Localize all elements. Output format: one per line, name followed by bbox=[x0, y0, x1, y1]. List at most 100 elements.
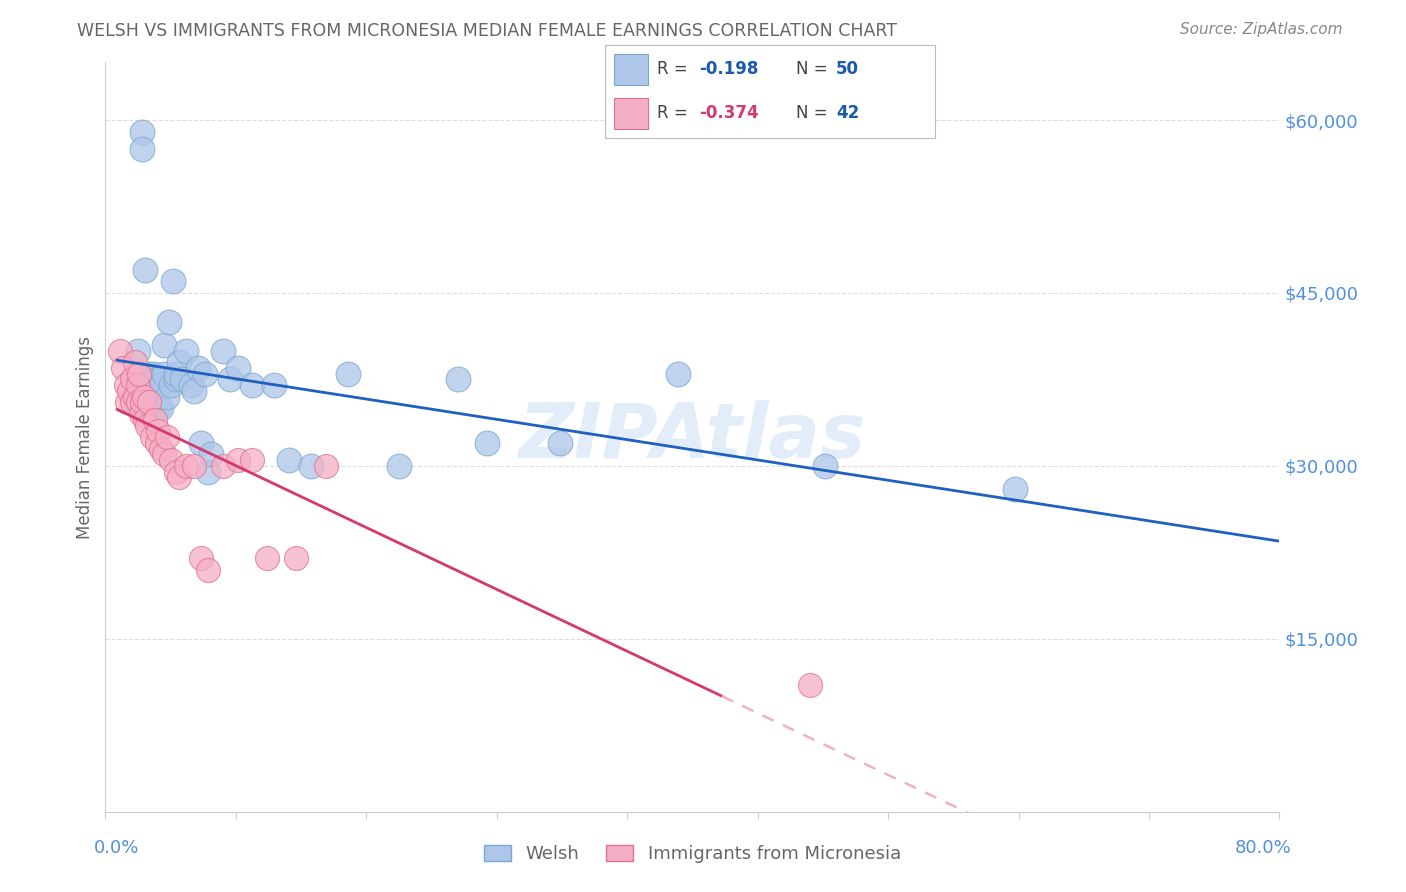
Point bbox=[143, 413, 166, 427]
Y-axis label: Median Female Earnings: Median Female Earnings bbox=[76, 335, 94, 539]
Text: 50: 50 bbox=[835, 61, 859, 78]
Text: WELSH VS IMMIGRANTS FROM MICRONESIA MEDIAN FEMALE EARNINGS CORRELATION CHART: WELSH VS IMMIGRANTS FROM MICRONESIA MEDI… bbox=[77, 22, 897, 40]
Point bbox=[150, 401, 173, 416]
Point bbox=[146, 435, 169, 450]
Point bbox=[183, 384, 205, 398]
Point bbox=[187, 360, 209, 375]
Point bbox=[150, 378, 173, 392]
Point bbox=[200, 447, 222, 461]
Point bbox=[127, 378, 149, 392]
Point bbox=[197, 563, 219, 577]
Point bbox=[162, 275, 184, 289]
Text: 80.0%: 80.0% bbox=[1234, 839, 1291, 857]
Point bbox=[666, 367, 689, 381]
Text: N =: N = bbox=[796, 104, 834, 122]
Point bbox=[190, 435, 212, 450]
Point bbox=[165, 372, 187, 386]
Point bbox=[141, 390, 163, 404]
Point bbox=[108, 343, 131, 358]
Point bbox=[150, 442, 173, 456]
Point bbox=[141, 430, 163, 444]
Point bbox=[174, 458, 197, 473]
Point bbox=[138, 367, 160, 381]
Point bbox=[138, 384, 160, 398]
Point bbox=[156, 430, 179, 444]
Point bbox=[170, 372, 193, 386]
Point bbox=[277, 453, 299, 467]
Point bbox=[139, 378, 162, 392]
Point bbox=[135, 418, 157, 433]
Point bbox=[180, 378, 202, 392]
Point bbox=[813, 458, 835, 473]
Point bbox=[134, 263, 156, 277]
Point bbox=[157, 315, 180, 329]
Point bbox=[160, 378, 183, 392]
Point bbox=[447, 372, 470, 386]
Point bbox=[125, 367, 148, 381]
Point bbox=[153, 447, 176, 461]
Point bbox=[121, 372, 143, 386]
Point bbox=[153, 338, 176, 352]
Point bbox=[263, 378, 285, 392]
Text: ZIPAtlas: ZIPAtlas bbox=[519, 401, 866, 474]
Point bbox=[240, 378, 263, 392]
Text: -0.374: -0.374 bbox=[699, 104, 758, 122]
Point bbox=[125, 395, 148, 409]
Point bbox=[128, 367, 150, 381]
Point bbox=[127, 343, 149, 358]
Text: N =: N = bbox=[796, 61, 834, 78]
Legend: Welsh, Immigrants from Micronesia: Welsh, Immigrants from Micronesia bbox=[477, 838, 908, 870]
Point bbox=[138, 395, 160, 409]
Point bbox=[183, 458, 205, 473]
Point bbox=[226, 453, 249, 467]
Point bbox=[165, 367, 187, 381]
Point bbox=[226, 360, 249, 375]
Text: R =: R = bbox=[658, 61, 693, 78]
Bar bbox=[614, 98, 648, 129]
Point bbox=[131, 142, 153, 156]
Point bbox=[112, 360, 135, 375]
Point bbox=[115, 378, 138, 392]
Point bbox=[134, 413, 156, 427]
Point bbox=[124, 390, 146, 404]
Point bbox=[135, 378, 157, 392]
Text: R =: R = bbox=[658, 104, 693, 122]
Point bbox=[1004, 482, 1026, 496]
Point bbox=[165, 465, 187, 479]
Point bbox=[160, 453, 183, 467]
Point bbox=[211, 343, 233, 358]
Point bbox=[799, 678, 821, 692]
Text: -0.198: -0.198 bbox=[699, 61, 758, 78]
Point bbox=[148, 401, 170, 416]
Point bbox=[219, 372, 242, 386]
Point bbox=[131, 125, 153, 139]
Point bbox=[388, 458, 411, 473]
Text: 0.0%: 0.0% bbox=[94, 839, 139, 857]
Point bbox=[146, 372, 169, 386]
Point bbox=[167, 355, 190, 369]
Bar bbox=[614, 54, 648, 85]
Point bbox=[336, 367, 359, 381]
Point bbox=[153, 367, 176, 381]
Point bbox=[124, 355, 146, 369]
Point bbox=[174, 343, 197, 358]
Point bbox=[117, 395, 139, 409]
Point bbox=[211, 458, 233, 473]
Point bbox=[142, 367, 165, 381]
Point bbox=[190, 551, 212, 566]
Point bbox=[299, 458, 322, 473]
Point bbox=[167, 470, 190, 484]
Point bbox=[121, 395, 143, 409]
Text: Source: ZipAtlas.com: Source: ZipAtlas.com bbox=[1180, 22, 1343, 37]
Point bbox=[475, 435, 498, 450]
Point bbox=[135, 401, 157, 416]
Point bbox=[194, 367, 217, 381]
Point bbox=[132, 390, 155, 404]
Point bbox=[285, 551, 308, 566]
Point bbox=[148, 425, 170, 439]
Text: 42: 42 bbox=[835, 104, 859, 122]
Point bbox=[240, 453, 263, 467]
Point bbox=[156, 390, 179, 404]
Point bbox=[129, 407, 152, 421]
Point bbox=[256, 551, 278, 566]
